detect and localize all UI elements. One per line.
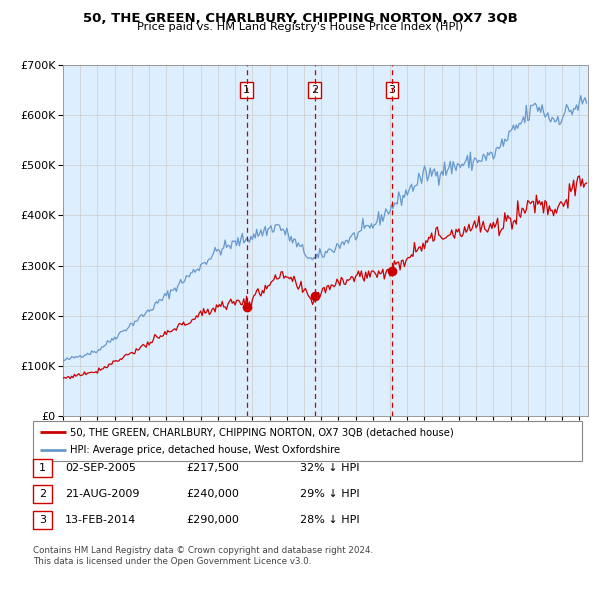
Text: 3: 3 — [39, 515, 46, 525]
Text: 1: 1 — [39, 463, 46, 473]
Text: 3: 3 — [389, 85, 395, 95]
Text: 21-AUG-2009: 21-AUG-2009 — [65, 489, 139, 499]
Text: HPI: Average price, detached house, West Oxfordshire: HPI: Average price, detached house, West… — [70, 445, 340, 455]
Text: 50, THE GREEN, CHARLBURY, CHIPPING NORTON, OX7 3QB: 50, THE GREEN, CHARLBURY, CHIPPING NORTO… — [83, 12, 517, 25]
Text: 28% ↓ HPI: 28% ↓ HPI — [300, 515, 359, 525]
Text: 29% ↓ HPI: 29% ↓ HPI — [300, 489, 359, 499]
Text: £217,500: £217,500 — [186, 463, 239, 473]
Text: Price paid vs. HM Land Registry's House Price Index (HPI): Price paid vs. HM Land Registry's House … — [137, 22, 463, 32]
Text: 32% ↓ HPI: 32% ↓ HPI — [300, 463, 359, 473]
Text: Contains HM Land Registry data © Crown copyright and database right 2024.: Contains HM Land Registry data © Crown c… — [33, 546, 373, 555]
Text: £290,000: £290,000 — [186, 515, 239, 525]
Text: 50, THE GREEN, CHARLBURY, CHIPPING NORTON, OX7 3QB (detached house): 50, THE GREEN, CHARLBURY, CHIPPING NORTO… — [70, 428, 454, 438]
Text: 2: 2 — [39, 489, 46, 499]
Text: 1: 1 — [243, 85, 250, 95]
Text: £240,000: £240,000 — [186, 489, 239, 499]
Text: 13-FEB-2014: 13-FEB-2014 — [65, 515, 136, 525]
Text: 2: 2 — [311, 85, 319, 95]
Text: This data is licensed under the Open Government Licence v3.0.: This data is licensed under the Open Gov… — [33, 558, 311, 566]
Text: 02-SEP-2005: 02-SEP-2005 — [65, 463, 136, 473]
